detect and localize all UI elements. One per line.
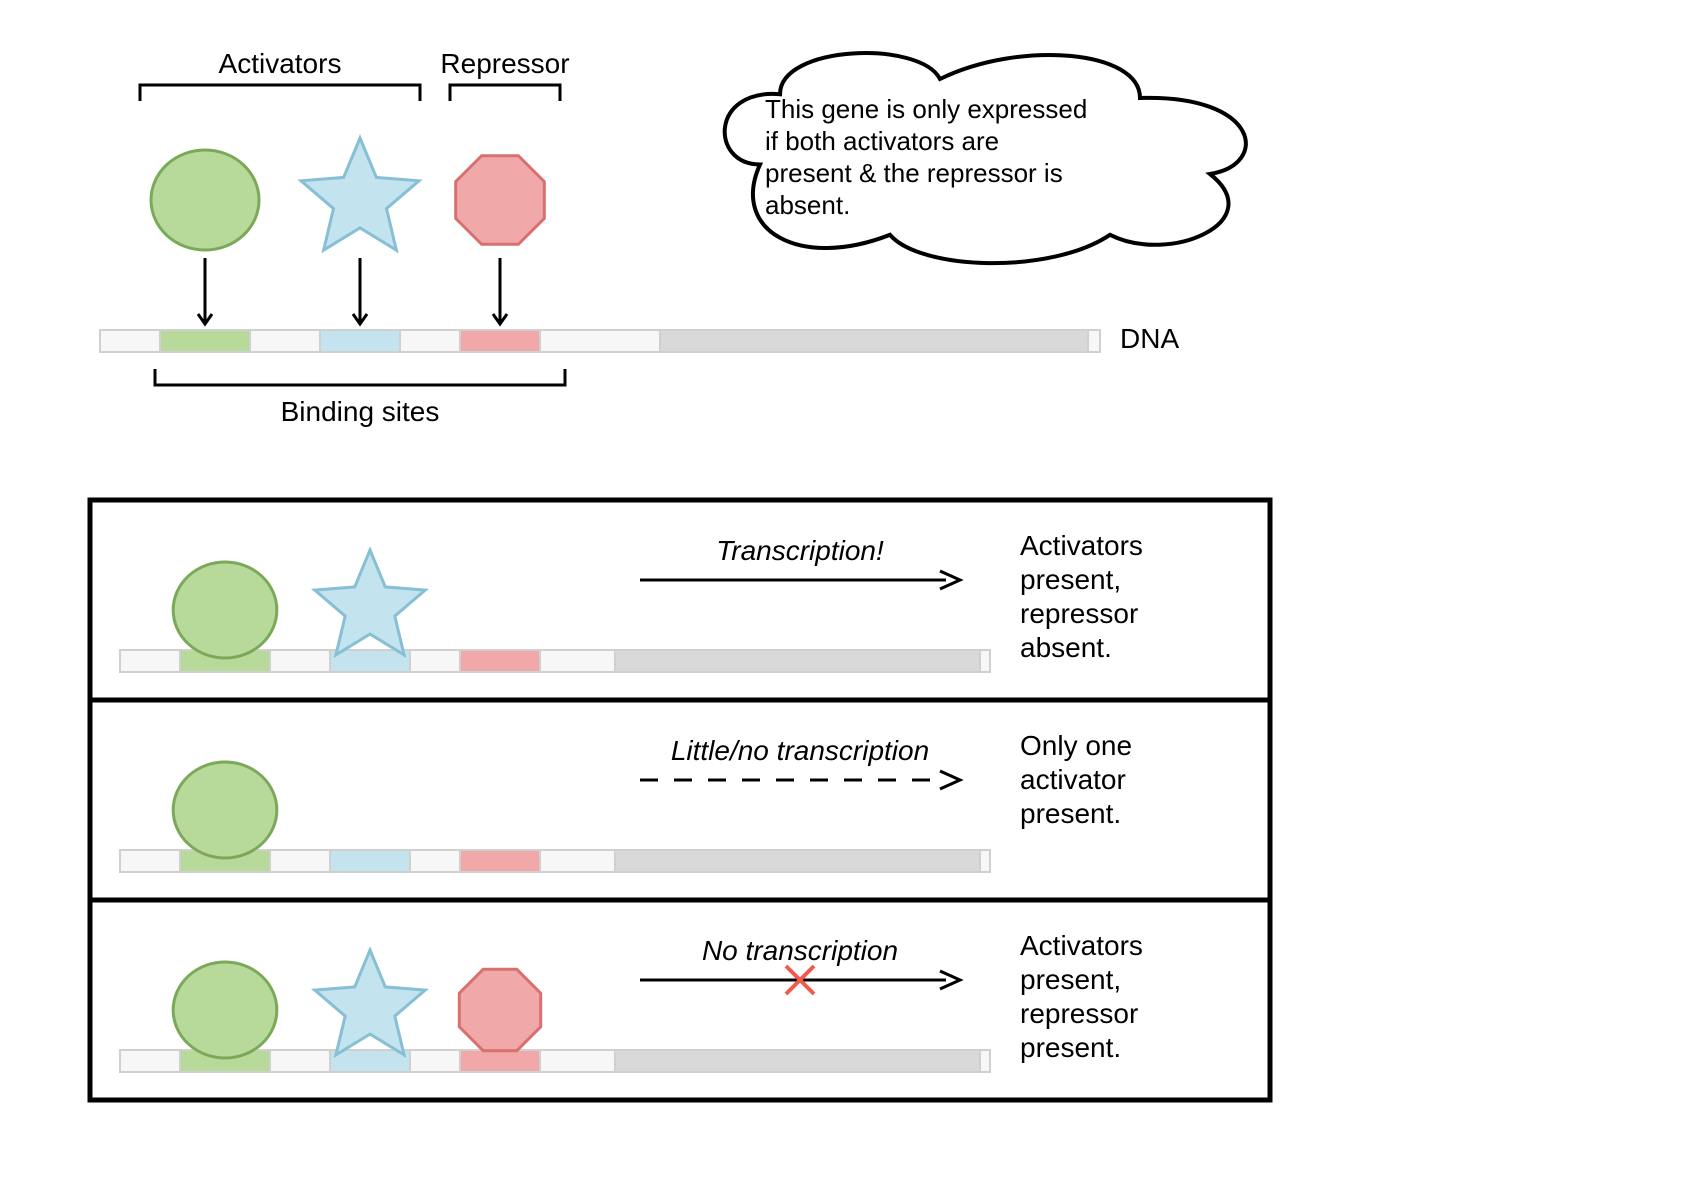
top-section: Activators Repressor DNA Binding sites This … [100,48,1246,427]
cloud-line: if both activators are [765,126,999,156]
cloud-line: present & the repressor is [765,158,1063,188]
panel-row-1: Little/no transcription Only oneactivator… [120,730,1132,872]
activator-star [315,550,425,655]
panel-desc-line: activator [1020,764,1126,795]
panel-desc-line: present. [1020,798,1121,829]
panel-title: Transcription! [716,535,884,566]
panel-title: No transcription [702,935,898,966]
panel-desc-line: present, [1020,564,1121,595]
panel-desc-line: present, [1020,964,1121,995]
activator-star [301,138,419,250]
panel-desc-line: present. [1020,1032,1121,1063]
label-activators: Activators [219,48,342,79]
activator-circle [151,150,259,250]
diagram-root: Activators Repressor DNA Binding sites This … [20,20,1679,1140]
panels-box: Transcription!Activatorspresent,represso… [90,500,1270,1100]
panel-desc-line: repressor [1020,598,1138,629]
repressor-octagon [459,969,540,1050]
activator-circle [173,762,277,858]
panel-title: Little/no transcription [671,735,929,766]
panel-desc-line: absent. [1020,632,1112,663]
activator-star [315,950,425,1055]
diagram-svg: Activators Repressor DNA Binding sites This … [20,20,1300,1140]
cloud-line: absent. [765,190,850,220]
binding-site-blue [320,330,400,352]
activator-circle [173,562,277,658]
panel-desc-line: repressor [1020,998,1138,1029]
panel-row-2: No transcription Activatorspresent,repres… [120,930,1143,1072]
binding-site-green [160,330,250,352]
panel-desc-line: Activators [1020,930,1143,961]
binding-site-blue [330,1050,410,1072]
panel-desc-line: Only one [1020,730,1132,761]
binding-site-red [460,650,540,672]
label-repressor: Repressor [440,48,569,79]
binding-site-blue [330,850,410,872]
label-binding-sites: Binding sites [281,396,440,427]
binding-site-red [460,850,540,872]
cloud-line: This gene is only expressed [765,94,1087,124]
binding-site-blue [330,650,410,672]
panel-row-0: Transcription! Activatorspresent,represso… [120,530,1143,672]
label-dna: DNA [1120,323,1179,354]
binding-site-red [460,1050,540,1072]
repressor-octagon [456,156,545,245]
panel-desc-line: Activators [1020,530,1143,561]
activator-circle [173,962,277,1058]
binding-site-red [460,330,540,352]
